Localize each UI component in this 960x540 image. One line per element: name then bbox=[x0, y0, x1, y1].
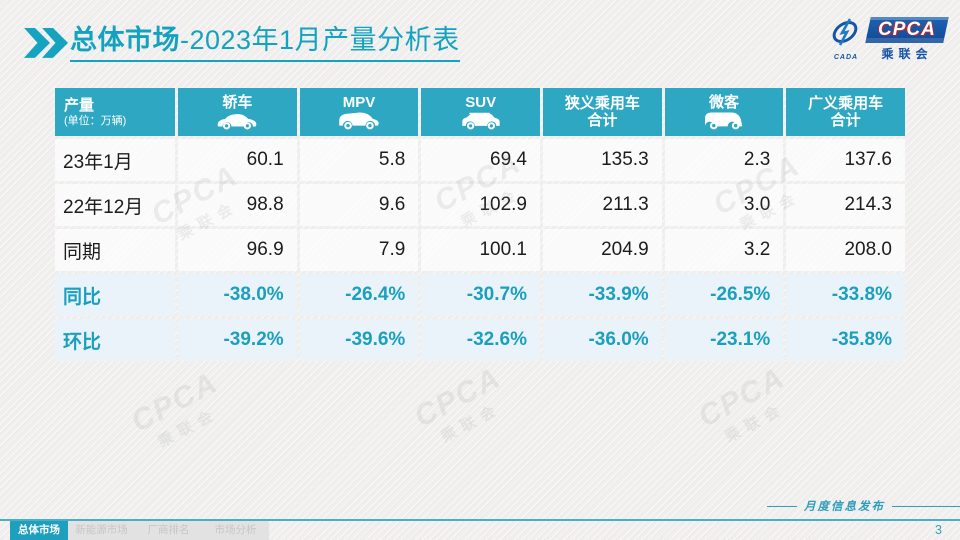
table-header-metric: 产量 (单位：万辆) bbox=[55, 88, 175, 136]
table-cell: 2.3 bbox=[664, 139, 784, 181]
table-cell-yoy: -33.8% bbox=[786, 274, 905, 316]
table-header-broad-pv: 广义乘用车 合计 bbox=[786, 88, 905, 136]
table-cell: 69.4 bbox=[421, 139, 540, 181]
dash-line bbox=[892, 505, 960, 507]
table-cell-mom: -36.0% bbox=[542, 319, 662, 361]
table-cell-mom: -39.2% bbox=[178, 319, 297, 361]
metric-title: 产量 bbox=[64, 96, 95, 114]
sedan-icon bbox=[214, 112, 260, 130]
double-chevron-icon bbox=[24, 27, 68, 58]
table-cell: 135.3 bbox=[542, 139, 662, 181]
table-cell-mom: -35.8% bbox=[786, 319, 905, 361]
column-label-line2: 合计 bbox=[587, 112, 618, 129]
suv-icon bbox=[458, 112, 504, 130]
table-cell: 3.0 bbox=[664, 184, 784, 226]
table-cell: 100.1 bbox=[421, 229, 540, 271]
cpca-label: CPCA bbox=[878, 19, 936, 40]
table-cell: 204.9 bbox=[542, 229, 662, 271]
table-header-suv: SUV bbox=[421, 88, 540, 136]
row-label-mom: 环比 bbox=[55, 319, 175, 361]
cpca-chinese-name: 乘联会 bbox=[881, 47, 933, 61]
page-number: 3 bbox=[935, 523, 942, 537]
page-title-rest: -2023年1月产量分析表 bbox=[180, 25, 460, 55]
minibus-icon bbox=[701, 112, 747, 130]
watermark-text-cn: 乘联会 bbox=[155, 404, 222, 451]
metric-unit: (单位：万辆) bbox=[64, 114, 127, 127]
column-label-line2: 合计 bbox=[830, 112, 861, 129]
watermark-text: CPCA bbox=[409, 360, 507, 434]
tab-nev-market[interactable]: 新能源市场 bbox=[68, 521, 135, 540]
section-tabs: 总体市场 新能源市场 厂商排名 市场分析 bbox=[10, 521, 269, 540]
tab-market-analysis[interactable]: 市场分析 bbox=[202, 521, 269, 540]
table-cell-mom: -32.6% bbox=[421, 319, 540, 361]
slide-header: 总体市场-2023年1月产量分析表 bbox=[24, 24, 460, 62]
publication-label: 月度信息发布 bbox=[767, 498, 960, 514]
row-label: 同期 bbox=[55, 229, 175, 271]
watermark-text-cn: 乘联会 bbox=[722, 399, 789, 446]
table-header-mpv: MPV bbox=[299, 88, 419, 136]
table-cell: 214.3 bbox=[786, 184, 905, 226]
table-header-minibus: 微客 bbox=[664, 88, 784, 136]
cada-swirl-icon: CADA bbox=[828, 17, 864, 61]
watermark-text: CPCA bbox=[693, 360, 791, 434]
cada-label: CADA bbox=[833, 54, 859, 61]
table-cell-mom: -23.1% bbox=[664, 319, 784, 361]
table-header-narrow-pv: 狭义乘用车 合计 bbox=[542, 88, 662, 136]
page-title-section: 总体市场 bbox=[70, 25, 180, 55]
table-cell: 96.9 bbox=[178, 229, 297, 271]
table-cell: 211.3 bbox=[542, 184, 662, 226]
tab-oem-ranking[interactable]: 厂商排名 bbox=[135, 521, 202, 540]
table-header-sedan: 轿车 bbox=[178, 88, 297, 136]
cpca-wordmark: CPCA 乘联会 bbox=[865, 17, 949, 62]
table-cell-yoy: -38.0% bbox=[178, 274, 297, 316]
table-cell-mom: -39.6% bbox=[299, 319, 419, 361]
footer-divider bbox=[0, 519, 960, 521]
row-label-yoy: 同比 bbox=[55, 274, 175, 316]
table-cell-yoy: -30.7% bbox=[421, 274, 540, 316]
dash-line bbox=[767, 505, 797, 507]
table-cell-yoy: -33.9% bbox=[542, 274, 662, 316]
table-cell: 102.9 bbox=[421, 184, 540, 226]
column-label: 轿车 bbox=[222, 93, 253, 111]
column-label: SUV bbox=[465, 93, 497, 111]
table-cell: 7.9 bbox=[299, 229, 419, 271]
cpca-logo: CADA CPCA 乘联会 bbox=[828, 17, 949, 62]
table-cell: 9.6 bbox=[299, 184, 419, 226]
table-cell: 3.2 bbox=[664, 229, 784, 271]
cpca-band: CPCA bbox=[865, 17, 949, 43]
page-title: 总体市场-2023年1月产量分析表 bbox=[70, 24, 460, 62]
column-label: 狭义乘用车 bbox=[564, 94, 640, 112]
mpv-icon bbox=[336, 112, 382, 130]
table-cell: 5.8 bbox=[299, 139, 419, 181]
column-label: MPV bbox=[342, 93, 376, 111]
column-label: 广义乘用车 bbox=[808, 94, 884, 112]
table-cell-yoy: -26.4% bbox=[299, 274, 419, 316]
tab-overall-market[interactable]: 总体市场 bbox=[10, 521, 68, 540]
watermark-text: CPCA bbox=[126, 365, 224, 439]
table-cell: 208.0 bbox=[786, 229, 905, 271]
cpca-watermark: CPCA 乘联会 bbox=[126, 366, 234, 458]
row-label: 22年12月 bbox=[55, 184, 175, 226]
cpca-watermark: CPCA 乘联会 bbox=[693, 361, 801, 453]
production-table: 产量 (单位：万辆) 轿车 MPV bbox=[55, 88, 905, 361]
table-cell: 60.1 bbox=[178, 139, 297, 181]
swirl-icon bbox=[832, 18, 858, 46]
column-label: 微客 bbox=[708, 93, 739, 111]
watermark-text-cn: 乘联会 bbox=[438, 399, 505, 446]
cpca-watermark: CPCA 乘联会 bbox=[409, 361, 517, 453]
publication-text: 月度信息发布 bbox=[804, 501, 885, 513]
row-label: 23年1月 bbox=[55, 139, 175, 181]
table-cell: 98.8 bbox=[178, 184, 297, 226]
table-cell-yoy: -26.5% bbox=[664, 274, 784, 316]
table-cell: 137.6 bbox=[786, 139, 905, 181]
